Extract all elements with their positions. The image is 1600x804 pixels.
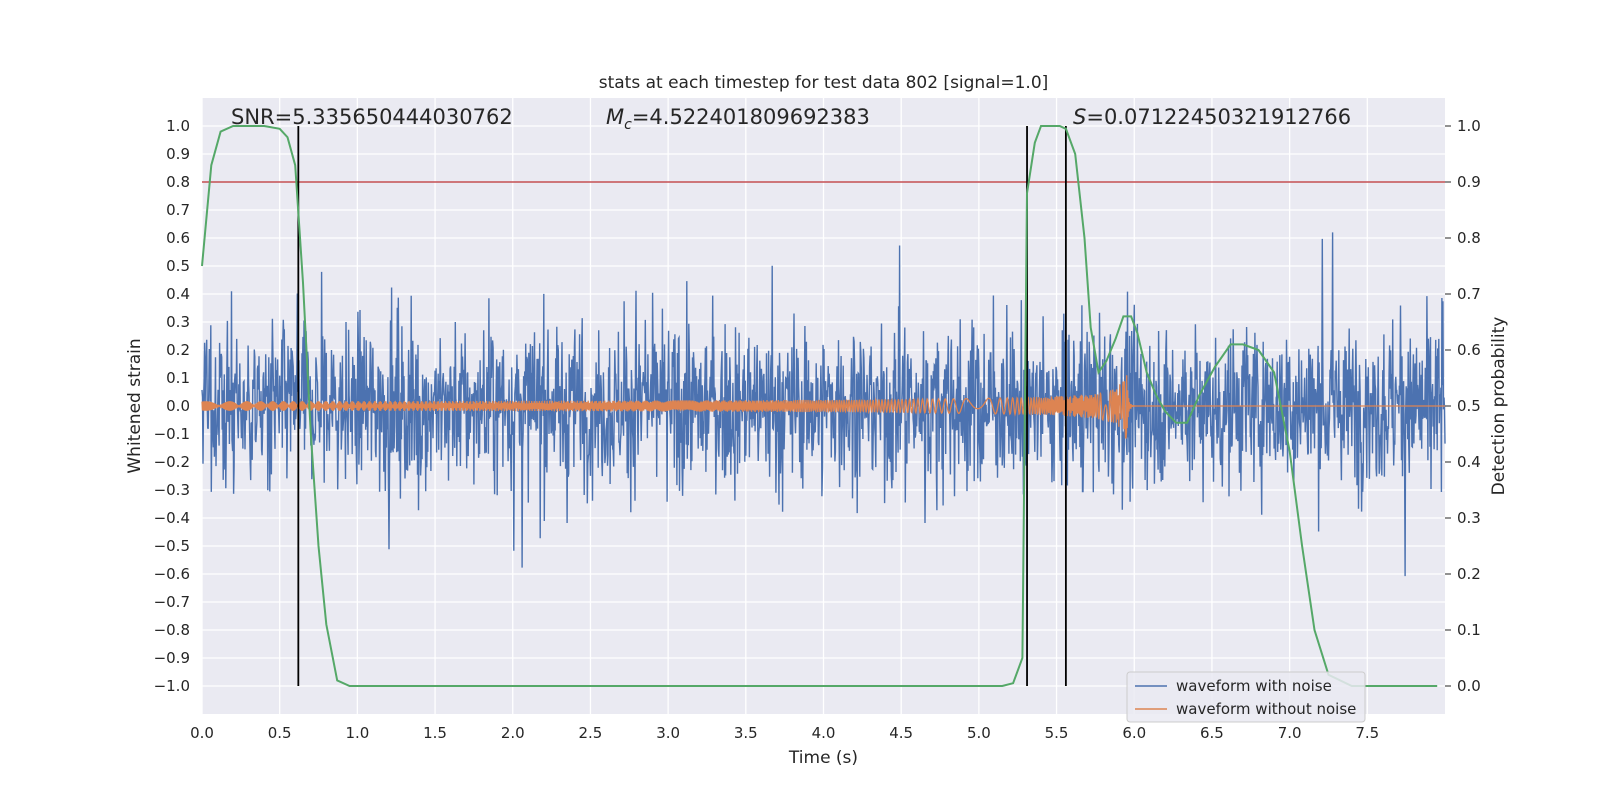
y2-tick-label: 0.3 — [1457, 509, 1481, 527]
y-tick-label: 0.1 — [166, 369, 190, 387]
y-tick-label: −0.8 — [154, 621, 190, 639]
series-waveform-without-noise — [201, 375, 1445, 439]
ticks: 0.0 0.5 1.0 1.5 2.0 2.5 3.0 3.5 4.0 4.5 5.0 5.5 6.0 6… — [154, 117, 1481, 742]
x-tick-label: 2.5 — [579, 724, 603, 742]
x-tick-label: 4.0 — [812, 724, 836, 742]
x-tick-label: 2.0 — [501, 724, 525, 742]
y-tick-label: −1.0 — [154, 677, 190, 695]
mc-symbol: M — [606, 105, 624, 129]
y-tick-label: 0.0 — [166, 397, 190, 415]
y2-tick-label: 0.9 — [1457, 173, 1481, 191]
x-tick-label: 5.0 — [967, 724, 991, 742]
y2-tick-label: 0.1 — [1457, 621, 1481, 639]
x-tick-label: 3.0 — [656, 724, 680, 742]
y-tick-label: 0.9 — [166, 145, 190, 163]
x-axis-label: Time (s) — [788, 748, 858, 768]
legend-label-noise: waveform with noise — [1176, 677, 1332, 695]
y-tick-label: 0.3 — [166, 313, 190, 331]
y2-tick-label: 0.5 — [1457, 397, 1481, 415]
y2-tick-label: 0.2 — [1457, 565, 1481, 583]
legend: waveform with noise waveform without noi… — [1126, 671, 1366, 723]
y2-tick-label: 0.7 — [1457, 285, 1481, 303]
y2-tick-label: 0.6 — [1457, 341, 1481, 359]
y-tick-label: −0.7 — [154, 593, 190, 611]
legend-box — [1126, 671, 1366, 723]
x-tick-label: 1.5 — [423, 724, 447, 742]
y-tick-label: −0.6 — [154, 565, 190, 583]
x-tick-label: 0.5 — [268, 724, 292, 742]
y-tick-label: −0.4 — [154, 509, 190, 527]
x-tick-label: 1.0 — [345, 724, 369, 742]
legend-label-clean: waveform without noise — [1176, 700, 1356, 718]
s-annotation: S=0.07122450321912766 — [1073, 105, 1351, 129]
chart-title: stats at each timestep for test data 802… — [599, 73, 1049, 93]
y-tick-label: 1.0 — [166, 117, 190, 135]
y2-axis-label: Detection probability — [1489, 317, 1509, 496]
y-tick-label: 0.2 — [166, 341, 190, 359]
x-tick-label: 0.0 — [190, 724, 214, 742]
probability-layer — [201, 125, 1438, 687]
x-tick-label: 5.5 — [1045, 724, 1069, 742]
mc-value: =4.522401809692383 — [632, 105, 870, 129]
y2-tick-label: 0.4 — [1457, 453, 1481, 471]
y-tick-label: 0.6 — [166, 229, 190, 247]
x-tick-label: 7.5 — [1355, 724, 1379, 742]
y-tick-label: −0.3 — [154, 481, 190, 499]
y2-tick-label: 0.0 — [1457, 677, 1481, 695]
y-axis-label: Whitened strain — [125, 338, 145, 473]
series-detection-probability — [201, 125, 1438, 687]
x-tick-label: 7.0 — [1278, 724, 1302, 742]
s-symbol: S — [1073, 105, 1086, 129]
s-value: =0.07122450321912766 — [1086, 105, 1351, 129]
y2-tick-label: 0.8 — [1457, 229, 1481, 247]
y-tick-label: −0.5 — [154, 537, 190, 555]
x-tick-label: 6.0 — [1122, 724, 1146, 742]
y-tick-label: 0.4 — [166, 285, 190, 303]
y-tick-label: −0.9 — [154, 649, 190, 667]
x-tick-label: 4.5 — [889, 724, 913, 742]
snr-annotation: SNR=5.335650444030762 — [231, 105, 513, 129]
chirp-mass-annotation: Mc=4.522401809692383 — [606, 105, 870, 133]
y2-tick-label: 1.0 — [1457, 117, 1481, 135]
y-tick-label: −0.2 — [154, 453, 190, 471]
y-tick-label: −0.1 — [154, 425, 190, 443]
y-tick-label: 0.5 — [166, 257, 190, 275]
mc-subscript: c — [624, 117, 632, 133]
x-tick-label: 3.5 — [734, 724, 758, 742]
y-tick-label: 0.8 — [166, 173, 190, 191]
chirp-layer — [201, 375, 1445, 439]
y-tick-label: 0.7 — [166, 201, 190, 219]
x-tick-label: 6.5 — [1200, 724, 1224, 742]
